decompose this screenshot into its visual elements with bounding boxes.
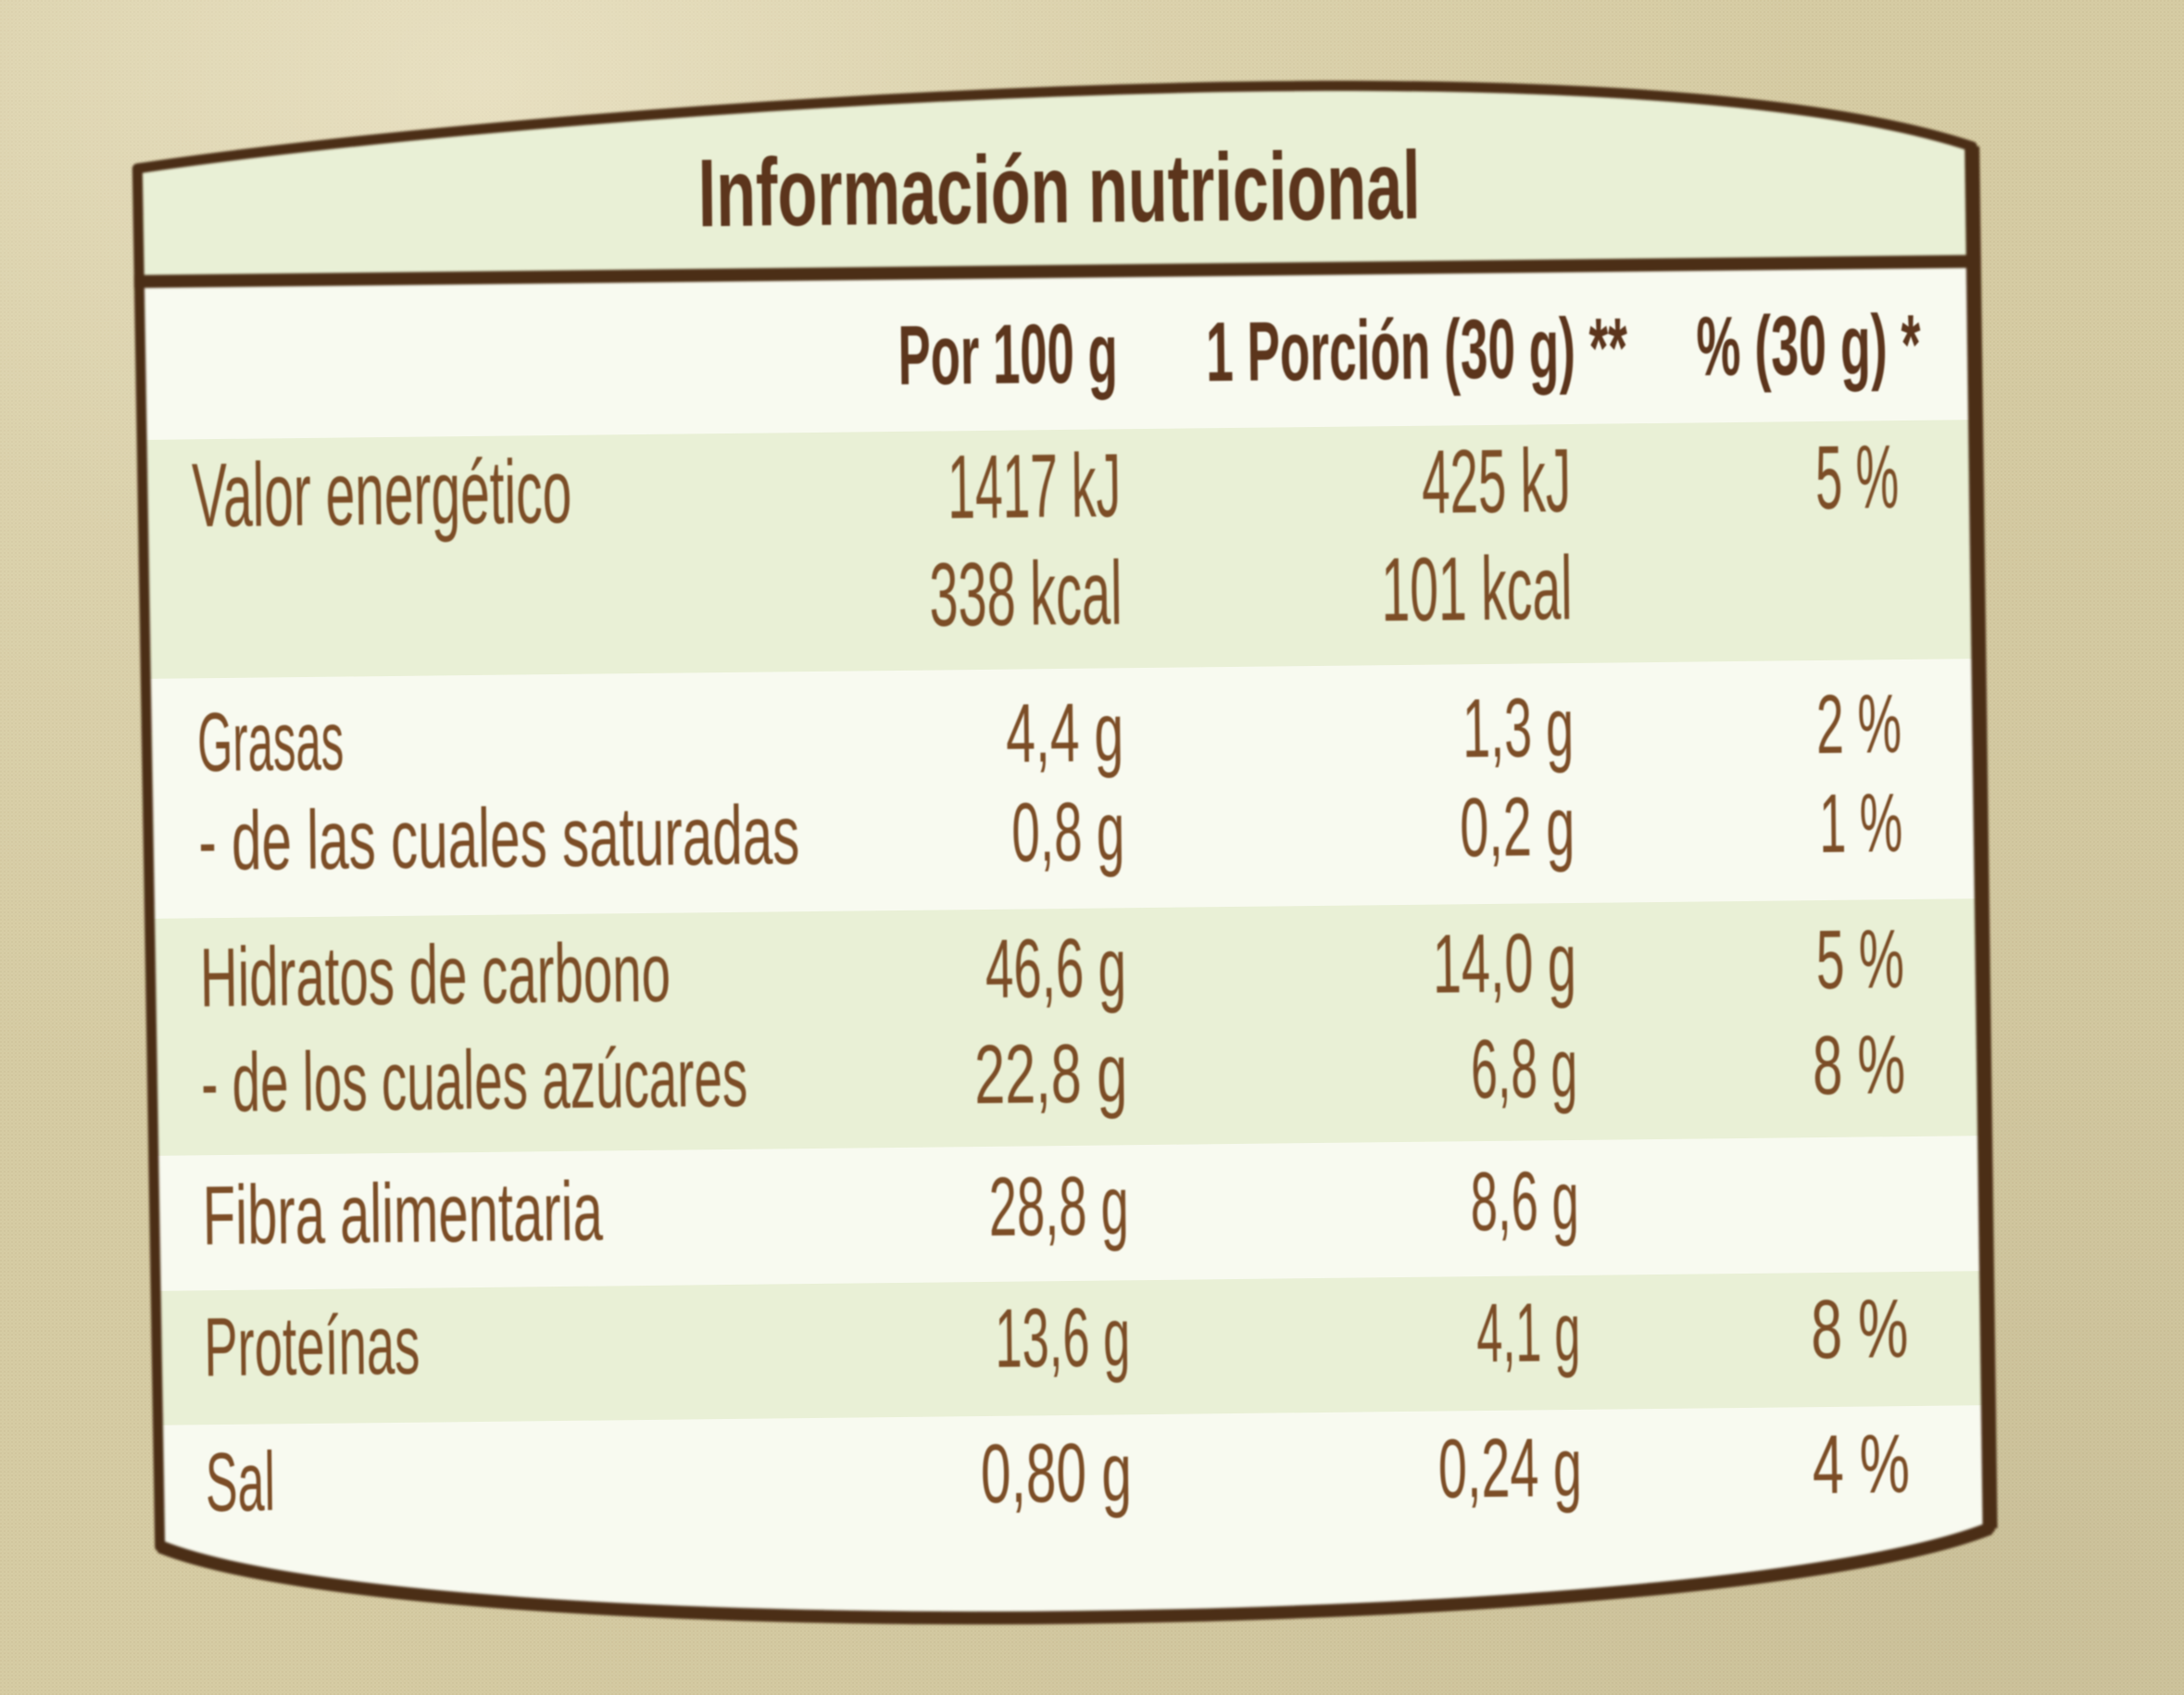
svg-text:- de los cuales azúcares: - de los cuales azúcares <box>201 1032 748 1130</box>
svg-text:Proteínas: Proteínas <box>204 1300 420 1395</box>
svg-text:338 kcal: 338 kcal <box>929 542 1123 645</box>
svg-text:0,8 g: 0,8 g <box>1011 785 1125 879</box>
svg-text:0,2 g: 0,2 g <box>1460 781 1575 874</box>
svg-text:Información nutricional: Información nutricional <box>697 132 1421 248</box>
svg-text:1 Porción (30 g) **: 1 Porción (30 g) ** <box>1206 301 1628 399</box>
svg-text:5 %: 5 % <box>1814 426 1899 528</box>
svg-text:- de las cuales saturadas: - de las cuales saturadas <box>198 789 800 888</box>
svg-text:8 %: 8 % <box>1811 1283 1909 1376</box>
svg-text:425 kJ: 425 kJ <box>1422 430 1572 533</box>
svg-text:4,1 g: 4,1 g <box>1476 1287 1581 1380</box>
svg-text:13,6 g: 13,6 g <box>995 1291 1131 1386</box>
svg-text:6,8 g: 6,8 g <box>1471 1023 1578 1116</box>
svg-text:Grasas: Grasas <box>197 696 345 790</box>
svg-text:0,80 g: 0,80 g <box>980 1426 1132 1521</box>
svg-text:22,8 g: 22,8 g <box>974 1027 1128 1122</box>
svg-text:46,6 g: 46,6 g <box>985 922 1126 1016</box>
svg-text:Sal: Sal <box>205 1436 275 1529</box>
svg-text:28,8 g: 28,8 g <box>988 1160 1129 1254</box>
svg-text:4 %: 4 % <box>1812 1418 1910 1512</box>
svg-text:5 %: 5 % <box>1815 913 1904 1007</box>
svg-text:101 kcal: 101 kcal <box>1381 537 1573 640</box>
svg-text:Hidratos de carbono: Hidratos de carbono <box>199 927 671 1025</box>
svg-text:Por 100 g: Por 100 g <box>897 307 1118 403</box>
svg-text:Fibra alimentaria: Fibra alimentaria <box>202 1166 604 1263</box>
svg-text:2 %: 2 % <box>1815 678 1902 772</box>
svg-text:% (30 g) *: % (30 g) * <box>1696 298 1921 395</box>
svg-text:Valor energético: Valor energético <box>192 441 572 546</box>
svg-text:8 %: 8 % <box>1813 1019 1906 1112</box>
svg-text:1417 kJ: 1417 kJ <box>948 434 1122 537</box>
svg-text:14,0 g: 14,0 g <box>1432 917 1576 1011</box>
svg-text:4,4 g: 4,4 g <box>1006 686 1124 780</box>
svg-text:0,24 g: 0,24 g <box>1437 1422 1582 1516</box>
svg-text:1,3 g: 1,3 g <box>1462 682 1575 775</box>
svg-text:1 %: 1 % <box>1819 777 1903 871</box>
svg-text:8,6 g: 8,6 g <box>1470 1155 1579 1249</box>
